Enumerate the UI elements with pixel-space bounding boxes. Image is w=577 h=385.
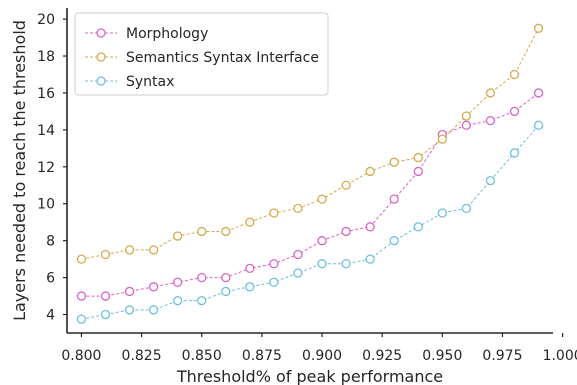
x-tick-label: 0.800 bbox=[61, 348, 101, 364]
data-point bbox=[76, 254, 87, 264]
data-point bbox=[413, 152, 423, 163]
y-tick-label: 14 bbox=[37, 123, 55, 139]
data-point bbox=[341, 180, 351, 190]
data-point bbox=[413, 222, 423, 232]
x-tick-label: 0.950 bbox=[422, 348, 462, 364]
legend-box bbox=[74, 12, 329, 96]
data-point bbox=[173, 231, 183, 241]
data-point bbox=[293, 268, 303, 278]
data-point bbox=[100, 309, 111, 320]
data-point bbox=[173, 277, 183, 287]
legend-item: Semantics Syntax Interface bbox=[85, 50, 319, 66]
y-tick-label: 4 bbox=[46, 308, 55, 324]
axes bbox=[66, 8, 553, 334]
x-tick-label: 0.925 bbox=[362, 348, 402, 364]
data-point bbox=[437, 208, 447, 218]
data-point bbox=[317, 259, 327, 269]
legend-label: Morphology bbox=[126, 26, 208, 42]
data-point bbox=[485, 115, 496, 126]
data-point bbox=[365, 222, 375, 232]
y-tick-label: 6 bbox=[46, 271, 55, 287]
plot-area bbox=[76, 23, 544, 324]
data-point bbox=[245, 217, 255, 227]
data-point bbox=[76, 291, 87, 301]
y-tick-label: 10 bbox=[37, 197, 55, 213]
data-point bbox=[124, 245, 135, 255]
x-tick-labels: 0.800 0.825 0.850 0.875 0.900 0.925 0.950 0.975… bbox=[61, 333, 577, 364]
data-point bbox=[173, 296, 183, 306]
data-point bbox=[100, 249, 111, 260]
data-point bbox=[269, 208, 279, 218]
data-point bbox=[341, 259, 351, 269]
data-point bbox=[197, 296, 207, 306]
legend-marker bbox=[96, 76, 106, 86]
data-point bbox=[533, 88, 544, 98]
data-point bbox=[485, 88, 496, 98]
data-point bbox=[341, 226, 351, 237]
legend-item: Syntax bbox=[85, 74, 174, 90]
data-point bbox=[245, 282, 255, 292]
data-point bbox=[365, 166, 375, 177]
data-point bbox=[533, 120, 544, 130]
x-tick-label: 0.825 bbox=[122, 348, 162, 364]
data-point bbox=[317, 194, 327, 204]
data-point bbox=[509, 106, 520, 117]
y-tick-labels: 4 6 8 10 12 14 16 18 20 bbox=[37, 12, 67, 324]
data-point bbox=[124, 286, 135, 297]
series-semantics-syntax-interface bbox=[76, 23, 544, 264]
data-point bbox=[293, 203, 303, 214]
data-point bbox=[245, 263, 255, 274]
legend: Morphology Semantics Syntax Interface Synt… bbox=[74, 12, 329, 96]
data-point bbox=[509, 148, 520, 158]
data-point bbox=[197, 226, 207, 237]
y-tick-label: 18 bbox=[37, 49, 55, 65]
data-point bbox=[76, 314, 87, 324]
x-tick-label: 0.975 bbox=[482, 348, 522, 364]
data-point bbox=[293, 249, 303, 260]
data-point bbox=[485, 176, 496, 186]
data-point bbox=[389, 194, 399, 204]
data-point bbox=[221, 286, 231, 297]
data-point bbox=[509, 69, 520, 80]
x-tick-label: 0.900 bbox=[302, 348, 342, 364]
y-axis-title: Layers needed to reach the threshold bbox=[10, 20, 29, 321]
data-point bbox=[221, 226, 231, 237]
data-point bbox=[533, 23, 544, 33]
data-point bbox=[197, 272, 207, 283]
data-point bbox=[148, 245, 159, 255]
data-point bbox=[461, 203, 472, 214]
x-tick-label: 0.875 bbox=[242, 348, 282, 364]
legend-label: Semantics Syntax Interface bbox=[126, 50, 319, 66]
data-point bbox=[437, 134, 447, 144]
data-point bbox=[413, 166, 423, 177]
y-tick-label: 12 bbox=[37, 160, 55, 176]
data-point bbox=[461, 120, 472, 130]
data-point bbox=[148, 305, 159, 315]
data-point bbox=[221, 272, 231, 283]
x-tick-label: 0.850 bbox=[182, 348, 222, 364]
data-point bbox=[124, 305, 135, 315]
data-point bbox=[269, 277, 279, 287]
legend-marker bbox=[96, 28, 106, 38]
data-point bbox=[461, 111, 472, 121]
data-point bbox=[389, 157, 399, 167]
y-tick-label: 16 bbox=[37, 86, 55, 102]
legend-item: Morphology bbox=[85, 26, 208, 42]
series-syntax bbox=[76, 120, 544, 324]
data-point bbox=[269, 259, 279, 269]
x-axis-title: Threshold% of peak performance bbox=[176, 367, 443, 385]
legend-label: Syntax bbox=[126, 74, 174, 90]
x-tick-label: 1.000 bbox=[543, 348, 577, 364]
legend-marker bbox=[96, 52, 106, 62]
y-tick-label: 8 bbox=[46, 234, 55, 250]
series-line bbox=[81, 124, 539, 320]
data-point bbox=[317, 236, 327, 246]
data-point bbox=[148, 282, 159, 292]
data-point bbox=[100, 291, 111, 301]
data-point bbox=[365, 254, 375, 264]
data-point bbox=[389, 236, 399, 246]
y-tick-label: 20 bbox=[37, 12, 55, 28]
